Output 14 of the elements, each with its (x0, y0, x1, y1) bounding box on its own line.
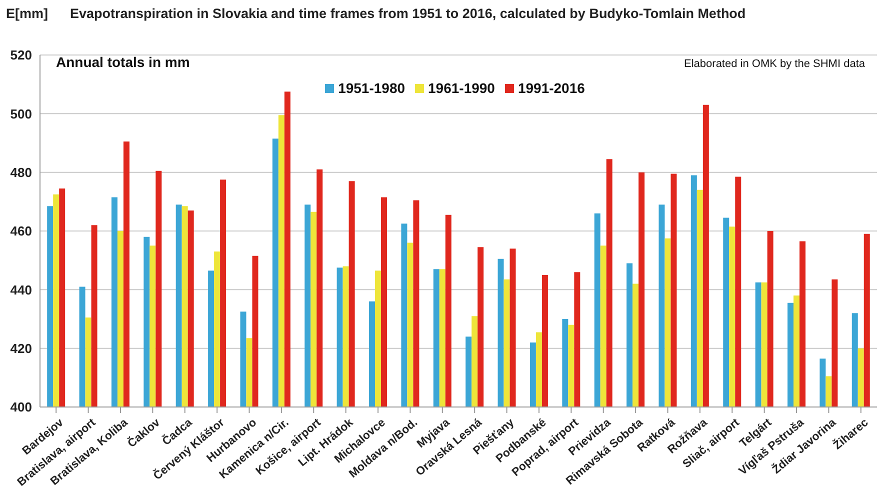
annotation: Annual totals in mm (56, 54, 190, 70)
y-axis-title: E[mm] (6, 6, 48, 21)
annotation: Elaborated in OMK by the SHMI data (684, 58, 865, 70)
chart-title: Evapotranspiration in Slovakia and time frames from 1951 to 2016, calculated by Budyko-Tomlain Method (70, 6, 746, 21)
y-tick-label: 500 (10, 106, 32, 122)
legend-label: 1991-2016 (518, 80, 585, 96)
y-tick-label: 460 (10, 224, 32, 239)
y-tick-label: 400 (10, 400, 32, 415)
legend-label: 1961-1990 (428, 80, 495, 96)
y-tick-label: 480 (10, 164, 32, 180)
legend-label: 1951-1980 (338, 80, 406, 96)
y-tick-label: 420 (10, 340, 32, 356)
y-tick-label: 440 (10, 282, 32, 298)
y-tick-label: 520 (10, 48, 32, 63)
